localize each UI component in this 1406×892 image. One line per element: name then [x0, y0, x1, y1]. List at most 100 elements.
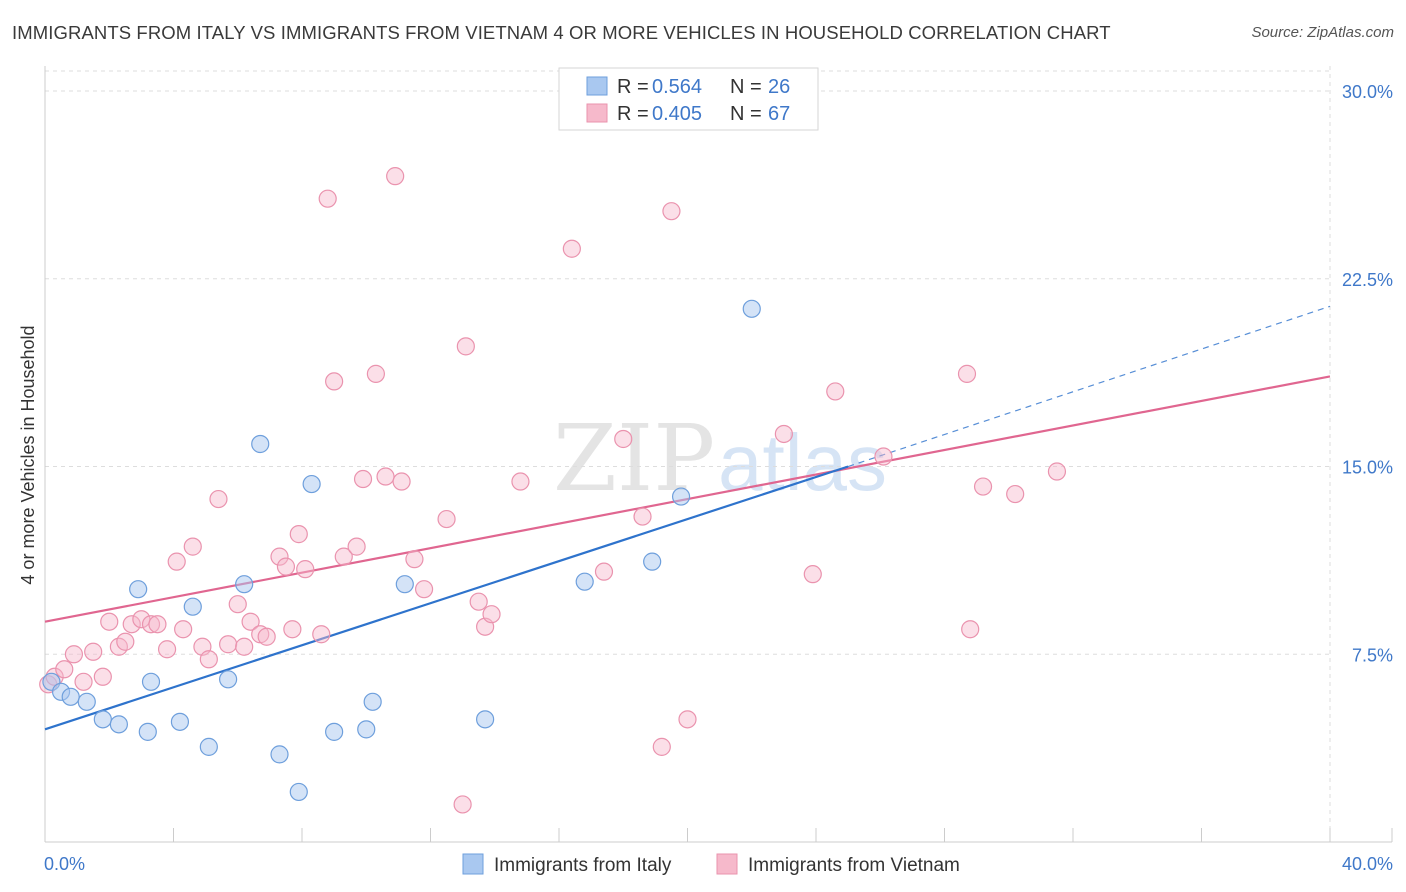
legend-vietnam-n-value: 67 [768, 103, 790, 125]
vietnam-point-57 [774, 424, 793, 444]
italy-point-8 [141, 672, 161, 691]
vietnam-point-41 [405, 550, 424, 569]
x-tick-label-0: 0.0% [44, 854, 85, 874]
vietnam-point-6 [93, 667, 112, 686]
italy-trend-extension [847, 305, 1331, 468]
italy-point-13 [235, 575, 254, 594]
vietnam-point-62 [961, 620, 980, 639]
italy-point-17 [302, 474, 321, 494]
vietnam-point-4 [74, 672, 93, 691]
vietnam-point-15 [167, 552, 186, 571]
vietnam-point-49 [511, 472, 530, 491]
legend-vietnam-r-value: 0.405 [652, 103, 702, 125]
italy-point-15 [270, 745, 289, 764]
italy-point-19 [357, 720, 376, 739]
vietnam-point-65 [1047, 462, 1067, 481]
vietnam-point-28 [276, 557, 296, 576]
italy-point-12 [219, 670, 238, 689]
italy-point-5 [109, 715, 128, 734]
vietnam-point-46 [469, 592, 488, 611]
italy-point-4 [93, 710, 112, 729]
watermark-zip: ZIP [553, 405, 715, 512]
italy-point-9 [170, 712, 190, 731]
vietnam-point-23 [235, 637, 254, 656]
vietnam-point-37 [353, 469, 373, 489]
vietnam-point-64 [1006, 484, 1025, 504]
vietnam-point-22 [228, 595, 247, 614]
trend-lines [44, 305, 1331, 731]
vietnam-point-51 [594, 562, 614, 581]
vietnam-point-61 [957, 364, 977, 383]
vietnam-point-38 [366, 364, 385, 383]
vietnam-points [39, 167, 1067, 814]
vietnam-point-56 [678, 710, 697, 729]
italy-point-22 [476, 710, 495, 729]
vietnam-point-26 [257, 627, 276, 646]
vietnam-point-53 [633, 507, 652, 526]
italy-point-14 [251, 434, 270, 454]
vietnam-point-60 [874, 447, 893, 466]
chart-title: IMMIGRANTS FROM ITALY VS IMMIGRANTS FROM… [12, 22, 1111, 43]
italy-point-26 [742, 299, 761, 318]
vietnam-point-7 [100, 612, 119, 631]
vietnam-point-32 [312, 625, 331, 644]
vietnam-point-14 [157, 640, 177, 659]
y-tick-labels: 7.5% 15.0% 22.5% 30.0% [1342, 82, 1393, 665]
vietnam-point-5 [84, 642, 103, 661]
vietnam-point-39 [376, 467, 395, 486]
vietnam-point-21 [219, 635, 238, 654]
vietnam-point-55 [662, 202, 681, 221]
vietnam-point-59 [826, 382, 845, 401]
legend-italy-swatch [586, 76, 608, 96]
y-tick-label-0: 7.5% [1352, 645, 1393, 665]
vietnam-point-43 [437, 509, 456, 529]
vietnam-point-27 [270, 547, 289, 566]
italy-point-23 [575, 572, 594, 591]
vietnam-point-42 [414, 580, 434, 599]
bottom-legend: Immigrants from Italy Immigrants from Vi… [462, 853, 960, 876]
axes [44, 66, 1393, 843]
vietnam-point-50 [562, 239, 581, 258]
legend-vietnam-n-label: N = [730, 103, 762, 125]
bottom-legend-italy-label: Immigrants from Italy [494, 855, 672, 876]
y-tick-label-2: 22.5% [1342, 270, 1393, 290]
italy-point-16 [289, 782, 308, 802]
legend-italy-r-label: R = [617, 76, 649, 98]
vietnam-point-13 [148, 615, 167, 634]
italy-point-10 [183, 597, 202, 616]
vietnam-point-19 [199, 650, 218, 669]
italy-point-24 [643, 552, 662, 571]
vietnam-point-34 [325, 372, 344, 391]
italy-point-11 [199, 737, 218, 756]
vietnam-point-54 [652, 737, 671, 756]
italy-point-18 [325, 722, 344, 741]
legend: R = 0.564 N = 26 R = 0.405 N = 67 [558, 67, 819, 131]
bottom-legend-vietnam-label: Immigrants from Vietnam [748, 855, 960, 876]
vietnam-point-10 [122, 615, 141, 634]
vietnam-point-3 [64, 645, 84, 664]
vietnam-point-24 [241, 612, 260, 631]
vietnam-point-44 [453, 795, 472, 814]
italy-point-6 [129, 580, 148, 599]
vietnam-point-30 [289, 525, 308, 544]
italy-point-7 [138, 722, 157, 741]
y-tick-label-1: 15.0% [1342, 458, 1393, 478]
y-tick-label-3: 30.0% [1342, 82, 1393, 102]
vietnam-point-29 [283, 620, 302, 639]
vietnam-point-36 [347, 537, 366, 556]
vietnam-point-52 [614, 429, 633, 449]
legend-vietnam-r-label: R = [617, 103, 649, 125]
vietnam-point-9 [116, 632, 135, 651]
vietnam-point-17 [183, 537, 202, 556]
italy-point-21 [395, 575, 414, 594]
vietnam-point-58 [803, 565, 822, 584]
italy-points [42, 299, 761, 802]
legend-italy-r-value: 0.564 [652, 76, 702, 98]
vietnam-point-66 [386, 167, 405, 186]
source-label: Source: ZipAtlas.com [1251, 24, 1394, 41]
vietnam-point-31 [296, 560, 315, 579]
italy-trend-line [44, 465, 849, 731]
vietnam-point-20 [209, 489, 228, 509]
vietnam-point-45 [456, 337, 475, 356]
